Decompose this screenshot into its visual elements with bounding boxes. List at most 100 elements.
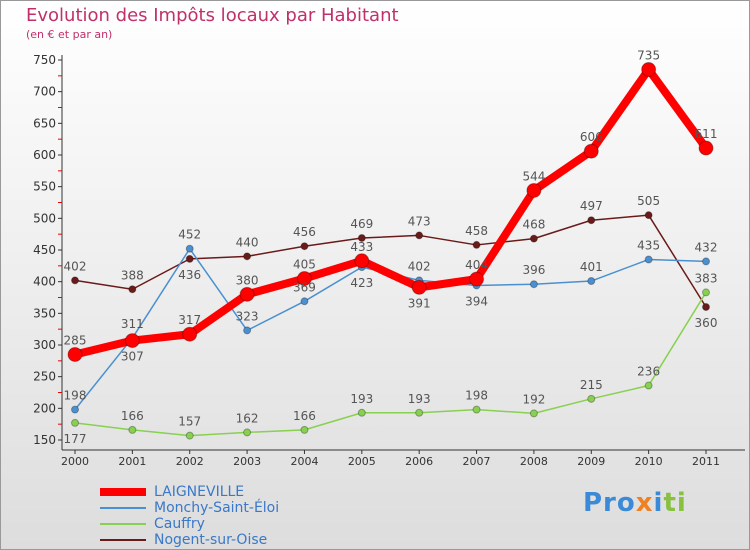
legend-label: LAIGNEVILLE — [154, 484, 245, 500]
data-label: 735 — [637, 49, 660, 63]
x-tick-label: 2006 — [405, 455, 433, 468]
data-point — [529, 234, 538, 243]
data-point — [641, 62, 657, 77]
data-label: 177 — [64, 432, 87, 446]
legend-label: Nogent-sur-Oise — [154, 532, 268, 548]
proxiti-logo: Proxiti — [583, 488, 687, 518]
data-label: 611 — [695, 127, 718, 141]
data-label: 456 — [293, 225, 316, 239]
legend-item: LAIGNEVILLE — [100, 484, 279, 500]
legend-item: Cauffry — [100, 516, 279, 532]
x-tick-label: 2003 — [233, 455, 261, 468]
data-point — [587, 216, 596, 225]
data-label: 396 — [522, 263, 545, 277]
data-label: 440 — [236, 235, 259, 249]
data-point — [67, 347, 83, 362]
data-label: 383 — [695, 271, 718, 285]
x-tick-label: 2007 — [463, 455, 491, 468]
x-tick-label: 2002 — [176, 455, 204, 468]
legend-label: Cauffry — [154, 516, 205, 532]
data-label: 323 — [236, 309, 259, 323]
y-tick-label: 400 — [33, 275, 56, 289]
data-label: 505 — [637, 194, 660, 208]
data-point — [529, 280, 538, 289]
x-tick-label: 2004 — [290, 455, 318, 468]
x-tick-label: 2000 — [61, 455, 89, 468]
x-tick-label: 2001 — [118, 455, 146, 468]
data-point — [71, 276, 79, 285]
x-tick-label: 2010 — [635, 455, 663, 468]
y-tick-label: 650 — [33, 116, 56, 130]
data-point — [411, 279, 427, 295]
data-label: 473 — [408, 214, 431, 228]
y-tick-label: 450 — [33, 243, 56, 257]
y-tick-label: 550 — [33, 180, 56, 194]
y-tick-label: 500 — [33, 211, 56, 225]
data-label: 193 — [408, 392, 431, 406]
data-point — [300, 297, 309, 306]
legend-swatch — [100, 523, 146, 525]
data-point — [415, 231, 424, 240]
legend-swatch — [100, 507, 146, 509]
data-point — [185, 431, 194, 440]
data-label: 198 — [465, 389, 488, 403]
data-label: 433 — [350, 240, 373, 254]
data-point — [71, 405, 79, 414]
data-point — [239, 286, 255, 302]
y-tick-label: 350 — [33, 306, 56, 320]
data-label: 469 — [350, 217, 373, 231]
data-label: 162 — [236, 411, 259, 425]
chart-subtitle: (en € et par an) — [26, 28, 113, 41]
data-label: 458 — [465, 224, 488, 238]
data-point — [587, 277, 596, 286]
data-label: 193 — [350, 392, 373, 406]
y-tick-label: 200 — [33, 401, 56, 415]
legend: LAIGNEVILLE Monchy-Saint-Éloi Cauffry Nogen… — [100, 484, 279, 548]
data-point — [698, 140, 714, 156]
data-point — [354, 253, 370, 269]
data-label: 369 — [293, 280, 316, 294]
legend-swatch — [100, 488, 146, 496]
data-label: 423 — [350, 276, 373, 290]
data-point — [185, 254, 194, 263]
y-tick-label: 300 — [33, 338, 56, 352]
data-label: 404 — [465, 258, 488, 272]
series-line-LAIGNEVILLE — [74, 65, 710, 359]
x-tick-label: 2008 — [520, 455, 548, 468]
data-point — [357, 408, 366, 417]
data-point — [185, 244, 194, 253]
data-label: 402 — [64, 259, 87, 273]
data-label: 236 — [637, 365, 660, 379]
data-label: 405 — [293, 258, 316, 272]
data-label: 307 — [121, 350, 144, 364]
data-point — [243, 252, 252, 261]
x-tick-label: 2011 — [692, 455, 720, 468]
chart-title: Evolution des Impôts locaux par Habitant — [26, 5, 399, 26]
data-label: 311 — [121, 317, 144, 331]
y-tick-label: 250 — [33, 370, 56, 384]
data-point — [71, 418, 79, 427]
legend-item: Monchy-Saint-Éloi — [100, 500, 279, 516]
data-label: 497 — [580, 199, 603, 213]
data-point — [128, 285, 137, 294]
data-point — [124, 333, 140, 349]
data-label: 436 — [178, 268, 201, 282]
data-label: 166 — [121, 409, 144, 423]
data-point — [583, 143, 599, 159]
data-point — [529, 409, 538, 418]
data-label: 435 — [637, 239, 660, 253]
data-point — [472, 240, 481, 249]
data-point — [300, 425, 309, 434]
data-point — [128, 425, 137, 434]
data-label: 432 — [695, 240, 718, 254]
data-label: 401 — [580, 260, 603, 274]
data-point — [702, 257, 710, 266]
data-point — [472, 405, 481, 414]
data-point — [243, 428, 252, 437]
y-tick-label: 700 — [33, 85, 56, 99]
y-tick-label: 600 — [33, 148, 56, 162]
data-label: 544 — [522, 169, 545, 183]
data-label: 285 — [64, 334, 87, 348]
y-tick-label: 150 — [33, 433, 56, 447]
